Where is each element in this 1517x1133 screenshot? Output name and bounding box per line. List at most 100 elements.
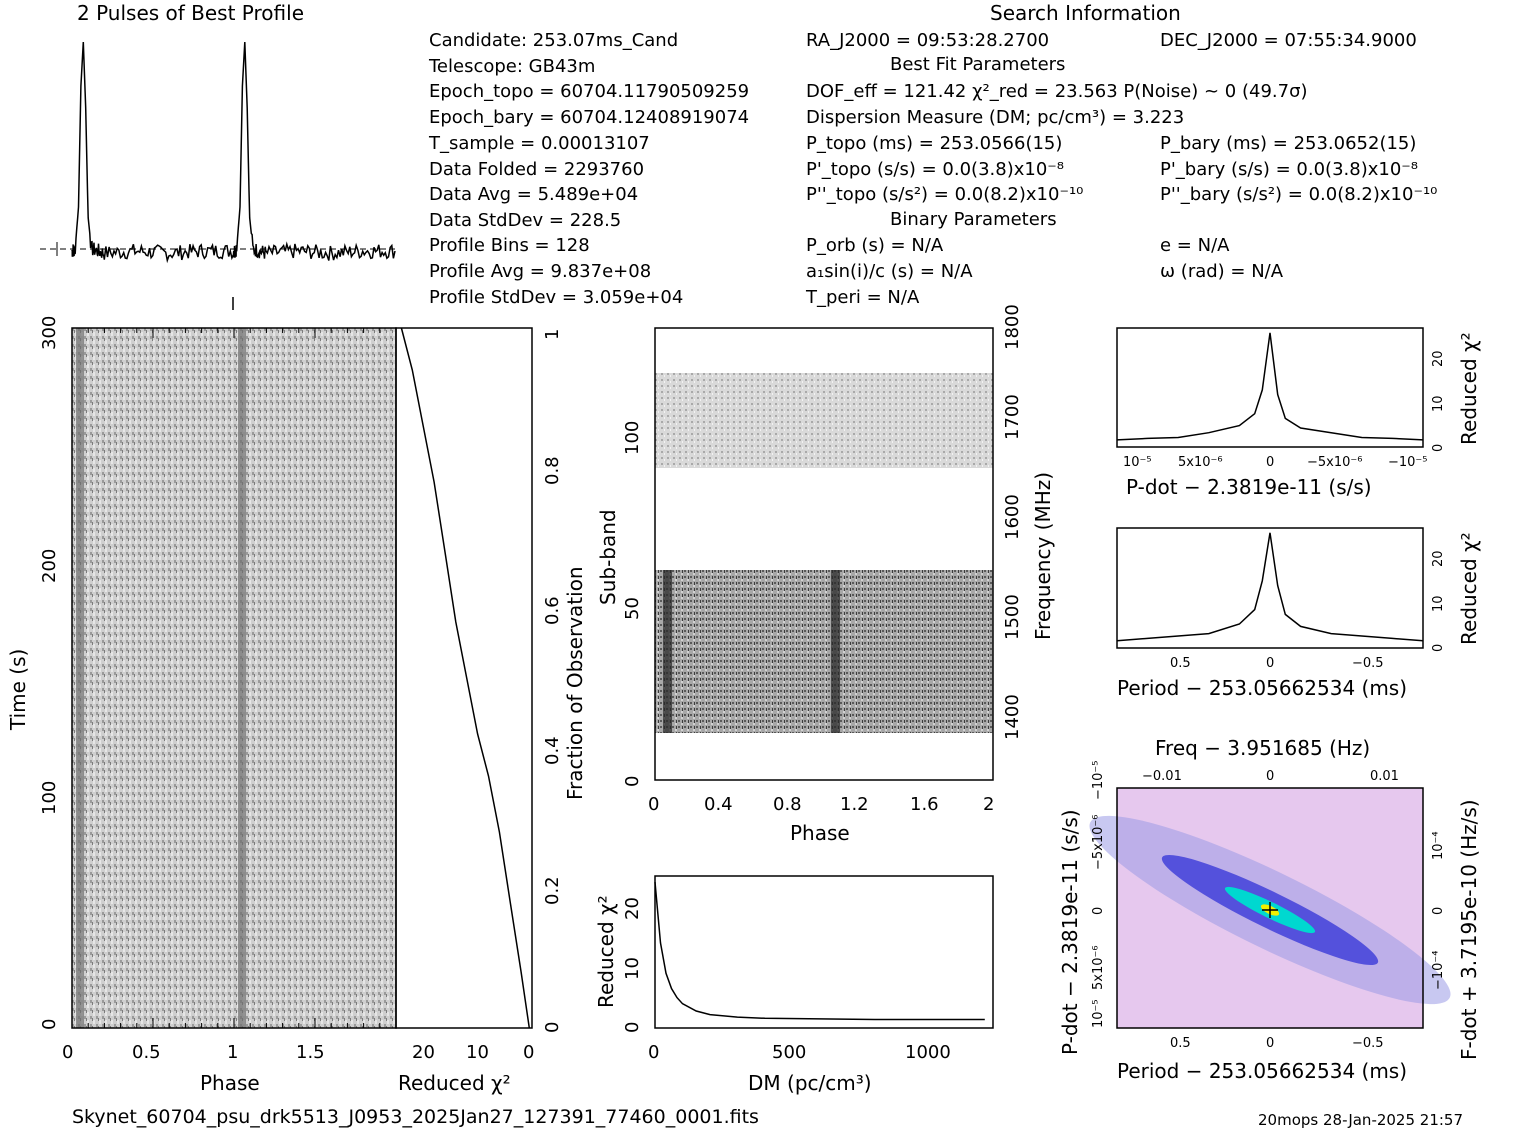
info-ecc: e = N/A (1160, 235, 1230, 256)
tp-xlabel: Phase (200, 1071, 260, 1095)
binary-title: Binary Parameters (890, 209, 1057, 230)
pp-xlabel: Period − 253.05662534 (ms) (1117, 1059, 1407, 1083)
pdot-panel: 10⁻⁵ 5x10⁻⁶ 0 −5x10⁻⁶ −10⁻⁵ P-dot − 2.38… (1116, 327, 1481, 499)
info-porb: P_orb (s) = N/A (806, 235, 944, 256)
tp-xtick-3: 1.5 (296, 1042, 325, 1063)
tp-ylabel: Time (s) (6, 649, 30, 731)
ct-ylabel: Fraction of Observation (563, 566, 587, 800)
pdot-xtick-0: 10⁻⁵ (1123, 455, 1152, 470)
sb-xtick-5: 2 (983, 794, 994, 815)
tp-xtick-1: 0.5 (132, 1042, 161, 1063)
ct-ytick-2: 0.4 (542, 736, 563, 765)
info-ptopo: P_topo (ms) = 253.0566(15) (806, 133, 1062, 154)
info-pddot-topo: P''_topo (s/s²) = 0.0(8.2)x10⁻¹⁰ (806, 184, 1083, 205)
dm-xlabel: DM (pc/cm³) (748, 1071, 872, 1095)
info-omega: ω (rad) = N/A (1160, 261, 1284, 282)
tp-ytick-2: 200 (39, 549, 60, 583)
sb-xtick-1: 0.4 (704, 794, 733, 815)
ct-xtick-1: 10 (466, 1042, 489, 1063)
info-data-avg: Data Avg = 5.489e+04 (429, 184, 638, 205)
sb-y2tick-4: 1800 (1002, 304, 1023, 350)
pp-xtick-1: 0 (1266, 1036, 1274, 1051)
pp-y2tick-1: 0 (1431, 907, 1446, 915)
info-ra: RA_J2000 = 09:53:28.2700 (806, 30, 1049, 51)
subband-frame (654, 327, 994, 781)
info-profile-avg: Profile Avg = 9.837e+08 (429, 261, 651, 282)
period-xlabel: Period − 253.05662534 (ms) (1117, 676, 1407, 700)
pp-ylabel: P-dot − 2.3819e-11 (s/s) (1058, 809, 1082, 1055)
time-phase-ticks (71, 328, 397, 1028)
tp-ytick-1: 100 (39, 781, 60, 815)
info-data-folded: Data Folded = 2293760 (429, 159, 644, 180)
pp-ytick-1: 5x10⁻⁶ (1091, 945, 1106, 990)
best-fit-title: Best Fit Parameters (890, 54, 1065, 75)
pdot-period-panel: Freq − 3.951685 (Hz) −0.01 0 0.01 0.5 0 … (1058, 736, 1481, 1083)
info-pbary: P_bary (ms) = 253.0652(15) (1160, 133, 1416, 154)
pulse-track-1 (76, 328, 84, 1028)
pp-title: Freq − 3.951685 (Hz) (1155, 736, 1370, 760)
time-phase-heatmap (72, 328, 396, 1028)
tp-xtick-0: 0 (62, 1042, 73, 1063)
info-dof: DOF_eff = 121.42 χ²_red = 23.563 P(Noise… (806, 81, 1308, 102)
pp-y2tick-2: 10⁻⁴ (1431, 831, 1446, 860)
dm-line (654, 882, 985, 1021)
sb-y2tick-3: 1700 (1002, 394, 1023, 440)
tp-xtick-2: 1 (227, 1042, 238, 1063)
pp-y2tick-0: −10⁻⁴ (1431, 950, 1446, 990)
sb-ytick-0: 0 (622, 776, 643, 787)
pp-xtick-0: 0.5 (1170, 1036, 1191, 1051)
ct-ytick-1: 0.2 (542, 876, 563, 905)
info-col2: RA_J2000 = 09:53:28.2700 Best Fit Parame… (805, 30, 1308, 308)
sb-xtick-2: 0.8 (773, 794, 802, 815)
tp-ytick-0: 0 (39, 1019, 60, 1030)
sb-y2label: Frequency (MHz) (1031, 472, 1055, 640)
pdot-xlabel: P-dot − 2.3819e-11 (s/s) (1126, 475, 1372, 499)
info-data-stddev: Data StdDev = 228.5 (429, 210, 621, 231)
ct-xtick-0: 20 (412, 1042, 435, 1063)
chi-time-panel: 20 10 0 Reduced χ² 0 0.2 0.4 0.6 0.8 1 F… (395, 327, 587, 1095)
pdot-xtick-4: −10⁻⁵ (1388, 455, 1428, 470)
tp-ytick-3: 300 (39, 316, 60, 350)
info-pdot-topo: P'_topo (s/s) = 0.0(3.8)x10⁻⁸ (806, 159, 1064, 180)
chi-time-frame (395, 327, 533, 1029)
subband-upper-block (655, 373, 993, 468)
pdot-ytick-1: 10 (1431, 395, 1446, 412)
pp-x2tick-2: 0.01 (1370, 769, 1399, 784)
dm-ytick-1: 10 (622, 957, 643, 980)
profile-line (71, 41, 396, 264)
info-tperi: T_peri = N/A (805, 287, 920, 308)
pp-x2tick-1: 0 (1266, 769, 1274, 784)
sb-ytick-2: 100 (622, 421, 643, 455)
pdot-frame (1116, 327, 1424, 448)
info-profile-stddev: Profile StdDev = 3.059e+04 (429, 287, 683, 308)
ct-ytick-3: 0.6 (542, 596, 563, 625)
sb-xtick-0: 0 (648, 794, 659, 815)
info-dec: DEC_J2000 = 07:55:34.9000 (1160, 30, 1417, 51)
period-xtick-2: −0.5 (1352, 656, 1384, 671)
info-col1: Candidate: 253.07ms_Cand Telescope: GB43… (428, 30, 749, 308)
footer-stamp: 20mops 28-Jan-2025 21:57 (1258, 1111, 1463, 1129)
pp-ytick-4: −10⁻⁵ (1091, 760, 1106, 800)
info-dm: Dispersion Measure (DM; pc/cm³) = 3.223 (806, 107, 1184, 128)
info-asini: a₁sin(i)/c (s) = N/A (806, 261, 973, 282)
info-pddot-bary: P''_bary (s/s²) = 0.0(8.2)x10⁻¹⁰ (1160, 184, 1437, 205)
sb-ylabel: Sub-band (596, 509, 620, 605)
info-candidate: Candidate: 253.07ms_Cand (429, 30, 678, 51)
ct-ytick-0: 0 (542, 1022, 563, 1033)
sb-y2tick-0: 1400 (1002, 694, 1023, 740)
pdot-xtick-2: 0 (1266, 455, 1274, 470)
sb-xtick-4: 1.6 (910, 794, 939, 815)
pdot-xtick-3: −5x10⁻⁶ (1307, 455, 1362, 470)
sb-y2tick-1: 1500 (1002, 594, 1023, 640)
info-telescope: Telescope: GB43m (428, 56, 595, 77)
chi-time-line (400, 327, 531, 1029)
dm-xtick-2: 1000 (905, 1042, 951, 1063)
time-phase-panel: 0 0.5 1 1.5 Phase 0 100 200 300 Time (s) (6, 316, 397, 1095)
pdot-xtick-1: 5x10⁻⁶ (1178, 455, 1223, 470)
info-tsample: T_sample = 0.00013107 (428, 133, 650, 154)
info-epoch-bary: Epoch_bary = 60704.12408919074 (429, 107, 749, 128)
info-col3: DEC_J2000 = 07:55:34.9000 P_bary (ms) = … (1160, 30, 1437, 282)
ct-xtick-2: 0 (523, 1042, 534, 1063)
profile-panel (40, 41, 396, 310)
